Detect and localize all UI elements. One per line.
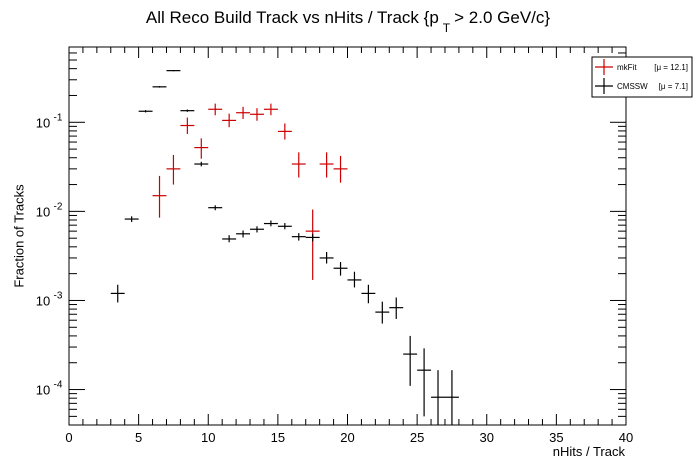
data-point <box>194 138 209 159</box>
legend-box <box>591 56 693 98</box>
legend-stat: [μ = 12.1] <box>654 63 688 72</box>
data-point <box>431 370 445 425</box>
data-point <box>138 110 153 113</box>
data-point <box>250 226 264 233</box>
data-point <box>152 175 167 218</box>
data-point <box>347 271 362 288</box>
y-tick-exponent: -3 <box>54 290 63 301</box>
y-tick-label: 10 <box>36 383 50 398</box>
data-marks <box>110 70 459 425</box>
x-tick-label: 10 <box>201 430 215 445</box>
x-tick-label: 15 <box>271 430 285 445</box>
data-point <box>319 251 334 264</box>
legend-stat: [μ = 7.1] <box>659 82 688 91</box>
data-point <box>389 297 404 319</box>
data-point <box>403 335 418 386</box>
series-mkfit <box>152 103 348 280</box>
data-point <box>250 108 264 121</box>
chart-title-subscript: T <box>442 21 451 35</box>
data-point <box>375 301 390 324</box>
x-tick-label: 5 <box>135 430 142 445</box>
x-tick-label: 30 <box>480 430 494 445</box>
legend: mkFit [μ = 12.1] CMSSW [μ = 7.1] <box>591 56 693 98</box>
data-point <box>263 220 278 227</box>
x-tick-label: 40 <box>619 430 633 445</box>
data-point <box>291 152 306 178</box>
chart-title-main: All Reco Build Track vs nHits / Track {p <box>145 8 439 27</box>
x-tick-label: 25 <box>410 430 424 445</box>
data-point <box>208 103 223 116</box>
data-point <box>124 216 139 222</box>
data-point <box>222 235 237 243</box>
x-axis-label: nHits / Track <box>552 444 625 459</box>
plot-frame <box>68 46 627 426</box>
data-point <box>194 161 209 167</box>
data-point <box>444 370 459 425</box>
y-tick-label: 10 <box>36 293 50 308</box>
y-axis-label: Fraction of Tracks <box>11 184 27 288</box>
chart-title-suffix: > 2.0 GeV/c} <box>454 8 551 27</box>
y-tick-label: 10 <box>36 204 50 219</box>
y-tick-exponent: -1 <box>54 112 63 123</box>
data-point <box>166 70 181 72</box>
data-point <box>263 103 278 116</box>
data-point <box>236 106 251 119</box>
legend-entry-cmssw: CMSSW [μ = 7.1] <box>595 78 688 94</box>
legend-entry-mkfit: mkFit [μ = 12.1] <box>595 59 688 75</box>
data-point <box>152 86 167 88</box>
data-point <box>277 123 292 140</box>
data-point <box>291 233 306 241</box>
data-point <box>208 205 223 211</box>
data-point <box>333 155 348 183</box>
chart-title: All Reco Build Track vs nHits / Track {p… <box>0 8 696 35</box>
data-point <box>319 152 334 178</box>
data-point <box>305 233 320 242</box>
data-point <box>236 230 251 238</box>
y-tick-label: 10 <box>36 115 50 130</box>
data-point <box>361 284 376 304</box>
data-point <box>110 284 125 303</box>
data-point <box>277 223 292 230</box>
x-tick-label: 0 <box>65 430 72 445</box>
axis-ticks: 0 5 10 15 20 25 30 35 40 10 -4 10 -3 10 -2 10 -1 <box>36 47 633 445</box>
series-cmssw <box>110 70 459 425</box>
y-tick-exponent: -4 <box>54 380 63 391</box>
legend-label: mkFit <box>617 63 637 72</box>
x-tick-label: 20 <box>340 430 354 445</box>
data-point <box>305 209 320 280</box>
y-tick-exponent: -2 <box>54 201 63 212</box>
data-point <box>333 262 348 276</box>
data-point <box>222 113 237 128</box>
x-tick-label: 35 <box>549 430 563 445</box>
legend-label: CMSSW <box>617 82 648 91</box>
data-point <box>166 154 181 185</box>
data-point <box>180 117 195 134</box>
data-point <box>180 109 195 112</box>
data-point <box>417 348 432 417</box>
